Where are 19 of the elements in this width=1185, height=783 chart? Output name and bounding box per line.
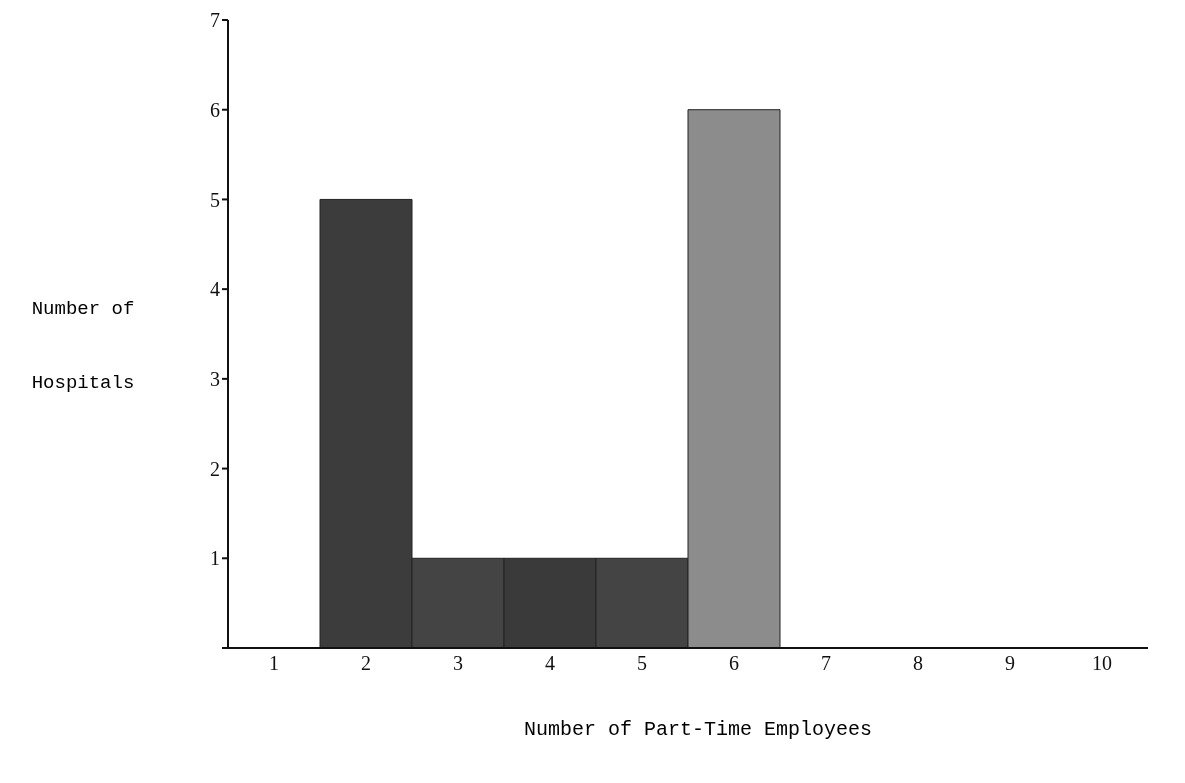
- x-tick-label: 5: [637, 652, 647, 675]
- text: Number of Hospitals: [31, 297, 135, 394]
- x-axis-title: Number of Part-Time Employees: [522, 718, 874, 741]
- x-tick-label: 7: [821, 652, 831, 675]
- x-tick-label: 10: [1092, 652, 1112, 675]
- x-tick-label: 4: [545, 652, 555, 675]
- y-tick-label: 6: [210, 98, 220, 121]
- y-tick-label: 7: [210, 9, 220, 32]
- x-tick-label: 6: [729, 652, 739, 675]
- x-tick-label: 3: [453, 652, 463, 675]
- y-tick-label: 3: [210, 367, 220, 390]
- y-tick-label: 4: [210, 278, 220, 301]
- y-tick-label: 2: [210, 457, 220, 480]
- y-tick-label: 5: [210, 188, 220, 211]
- x-tick-label: 8: [913, 652, 923, 675]
- x-tick-label: 1: [269, 652, 279, 675]
- x-tick-label: 2: [361, 652, 371, 675]
- x-tick-label: 9: [1005, 652, 1015, 675]
- y-tick-label: 1: [210, 547, 220, 570]
